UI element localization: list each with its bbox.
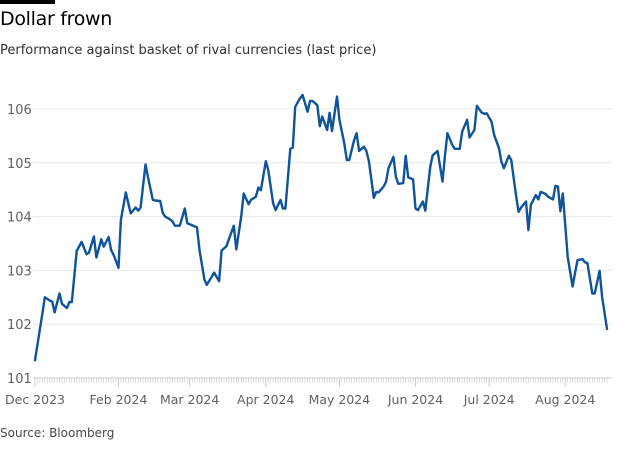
y-tick-label: 101 — [7, 372, 32, 387]
y-tick-label: 105 — [7, 157, 32, 172]
series — [33, 93, 609, 362]
x-tick-label: Jun 2024 — [387, 392, 443, 407]
y-tick-label: 103 — [7, 264, 32, 279]
y-tick-label: 104 — [7, 211, 32, 226]
x-tick-label: Dec 2023 — [5, 392, 65, 407]
chart-title: Dollar frown — [0, 8, 112, 30]
y-tick-label: 106 — [7, 103, 32, 118]
series-line — [33, 93, 609, 362]
gridlines — [33, 108, 612, 325]
chart-subtitle: Performance against basket of rival curr… — [0, 43, 377, 58]
x-axis: Dec 2023 Feb 2024 Mar 2024 Apr 2024 May 2024… — [5, 377, 612, 407]
y-axis: 101 102 103 104 105 106 — [7, 103, 32, 387]
x-tick-label: Apr 2024 — [237, 392, 294, 407]
brand-bar — [0, 0, 55, 4]
x-tick-label: May 2024 — [309, 392, 371, 407]
x-tick-label: Mar 2024 — [160, 392, 219, 407]
x-tick-label: Feb 2024 — [90, 392, 148, 407]
x-tick-label: Jul 2024 — [463, 392, 515, 407]
x-tick-label: Aug 2024 — [535, 392, 595, 407]
y-tick-label: 102 — [7, 318, 32, 333]
source-note: Source: Bloomberg — [0, 426, 115, 440]
